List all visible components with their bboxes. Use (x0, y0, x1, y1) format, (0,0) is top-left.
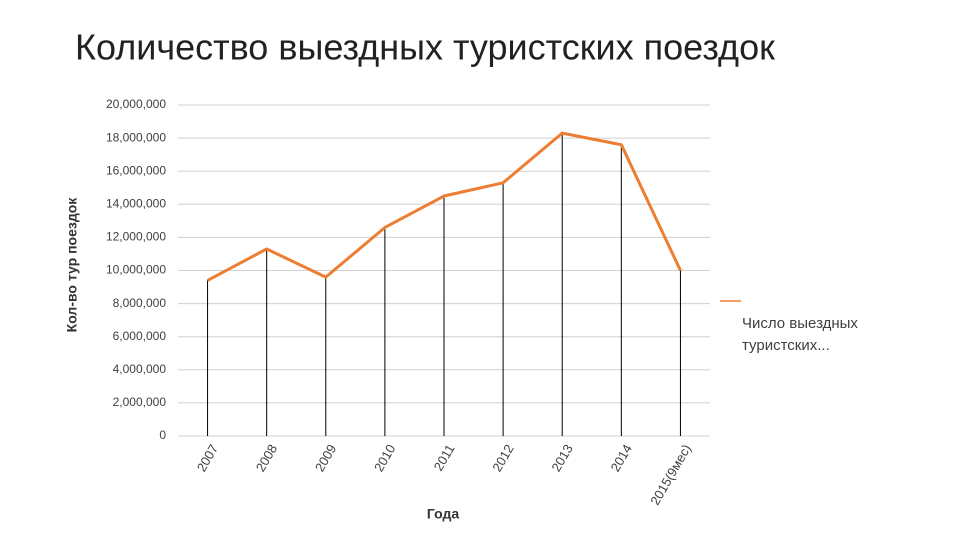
y-tick-label: 6,000,000 (113, 329, 167, 343)
x-tick-label: 2010 (371, 442, 398, 475)
y-tick-label: 14,000,000 (106, 196, 166, 210)
y-tick-label: 10,000,000 (106, 263, 166, 277)
y-tick-label: 16,000,000 (106, 163, 166, 177)
x-tick-label: 2011 (431, 442, 458, 474)
legend-label: Число выездных туристских... (742, 315, 858, 354)
y-tick-label: 20,000,000 (106, 97, 166, 111)
y-tick-label: 2,000,000 (113, 395, 167, 409)
x-tick-label: 2007 (194, 442, 221, 475)
y-tick-label: 0 (159, 428, 166, 442)
y-axis-label: Кол-во тур поездок (64, 197, 80, 333)
y-tick-label: 18,000,000 (106, 130, 166, 144)
chart-title: Количество выездных туристских поездок (75, 27, 775, 68)
x-tick-label: 2015(9мес) (647, 442, 694, 508)
y-tick-label: 12,000,000 (106, 230, 166, 244)
x-tick-label: 2009 (312, 442, 339, 475)
y-tick-label: 8,000,000 (113, 296, 167, 310)
x-tick-label: 2012 (489, 442, 516, 475)
series-line (206, 131, 682, 282)
x-tick-label: 2014 (607, 442, 634, 475)
x-tick-label: 2013 (548, 442, 575, 475)
y-tick-label: 4,000,000 (113, 362, 167, 376)
x-axis-label: Года (427, 506, 459, 522)
x-tick-label: 2008 (253, 442, 280, 475)
